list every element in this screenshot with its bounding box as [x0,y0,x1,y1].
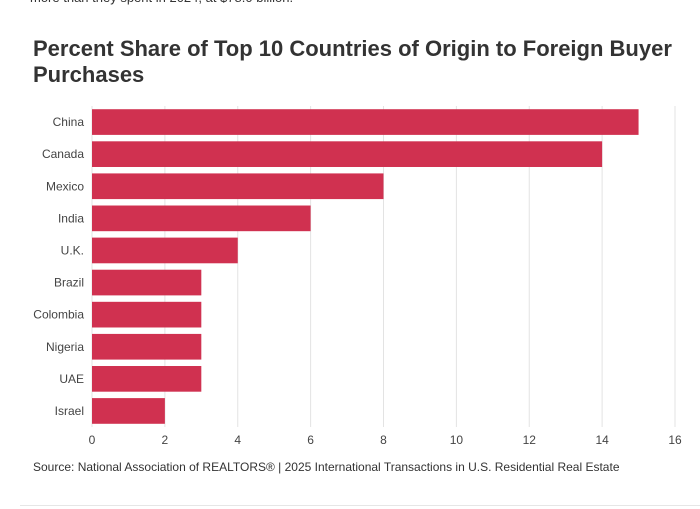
bar-colombia [92,301,202,328]
category-label: Colombia [33,308,84,322]
x-tick-label: 8 [380,433,387,447]
category-label: Mexico [46,179,84,193]
divider [20,505,700,506]
bar-brazil [92,269,202,296]
category-label: Nigeria [46,340,84,354]
bar-canada [92,141,603,167]
category-label: Canada [42,147,84,161]
bar-india [92,205,311,232]
x-tick-label: 2 [162,433,169,447]
chart-title: Percent Share of Top 10 Countries of Ori… [33,36,672,87]
x-tick-label: 6 [307,433,314,447]
category-label: UAE [59,372,84,386]
x-tick-label: 4 [234,433,241,447]
x-tick-label: 10 [450,433,464,447]
bar-uae [92,366,202,392]
category-label: Israel [55,404,84,418]
x-tick-label: 14 [595,433,609,447]
category-label: China [53,115,85,129]
x-tick-label: 0 [89,433,96,447]
x-tick-label: 16 [668,433,682,447]
bar-nigeria [92,333,202,360]
category-label: Brazil [54,276,84,290]
bar-china [92,109,639,135]
x-tick-label: 12 [523,433,537,447]
category-label: U.K. [61,243,84,257]
bar-israel [92,398,165,424]
bar-mexico [92,173,384,200]
chart-source: Source: National Association of REALTORS… [33,460,620,474]
category-label: India [58,211,84,225]
article-text-fragment: more than they spent in 2024, at $78.0 b… [30,0,690,8]
bar-u-k [92,237,238,264]
